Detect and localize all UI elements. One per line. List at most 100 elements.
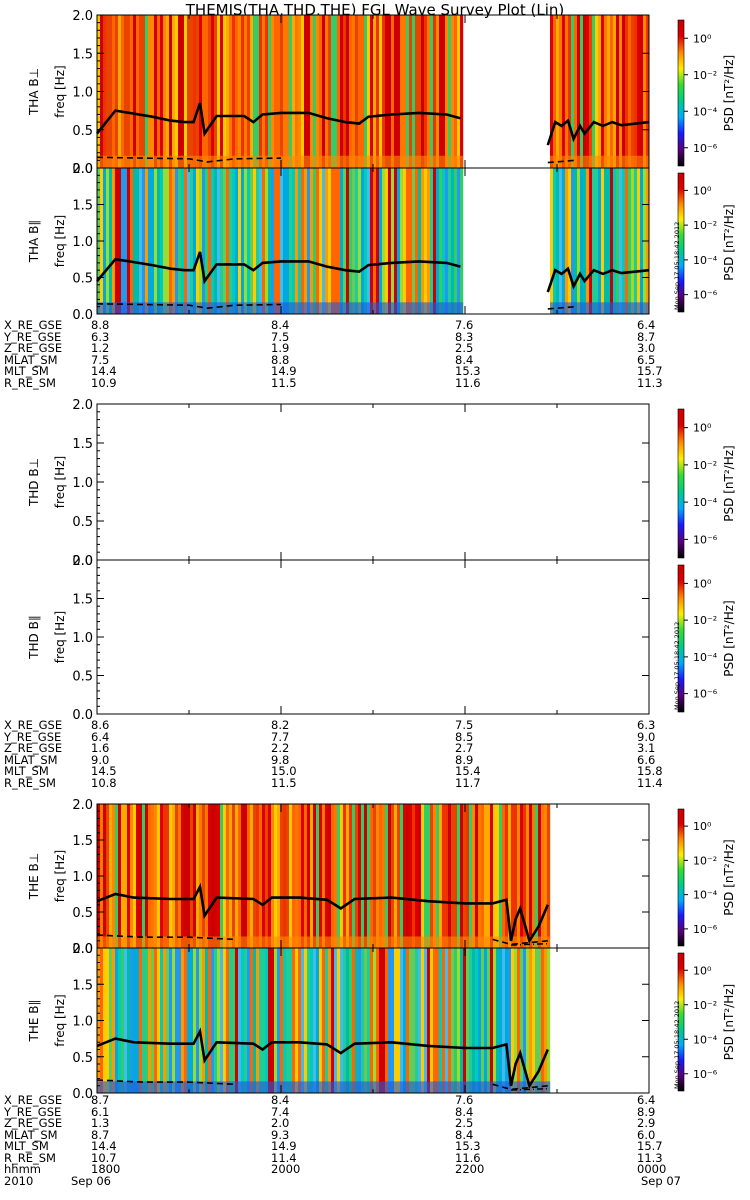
spectrogram-lowband [247, 1081, 251, 1093]
spectrogram-column [490, 804, 494, 948]
spectrogram-cells [97, 948, 551, 1093]
spectrogram-column [442, 948, 446, 1093]
spectrogram-column [433, 948, 437, 1093]
spectrogram-column [244, 168, 248, 314]
spectrogram-column [595, 15, 599, 168]
spectrogram-column [604, 15, 608, 168]
spectrogram-lowband [232, 302, 236, 314]
spectrogram-lowband [346, 1081, 350, 1093]
spectrogram-column [184, 948, 188, 1093]
spectrogram-lowband [619, 155, 623, 168]
spectrogram-column [211, 168, 215, 314]
spectrogram-column [118, 804, 122, 948]
spectrogram-column [424, 168, 428, 314]
ephemeris-value: 15.0 [271, 764, 297, 778]
spectrogram-lowband [154, 155, 158, 168]
spectrogram-lowband [310, 1081, 314, 1093]
spectrogram-lowband [226, 936, 230, 948]
spectrogram-column [304, 948, 308, 1093]
ephemeris-value: 8.8 [271, 352, 290, 367]
spectrogram-column [319, 15, 323, 168]
spectrogram-lowband [178, 155, 182, 168]
spectrogram-column [478, 948, 482, 1093]
spectrogram-column [562, 15, 566, 168]
spectrogram-lowband [472, 1081, 476, 1093]
spectrogram-column [250, 804, 254, 948]
spectrogram-lowband [124, 302, 128, 314]
spectrogram-lowband [421, 936, 425, 948]
spectrogram-lowband [283, 155, 287, 168]
ephemeris-label: X_RE_GSE [4, 318, 63, 332]
spectrogram-lowband [199, 155, 203, 168]
spectrogram-column [481, 948, 485, 1093]
spectrogram-column [112, 804, 116, 948]
spectrogram-lowband [196, 936, 200, 948]
spectrogram-lowband [457, 1081, 461, 1093]
spectrogram-lowband [613, 302, 617, 314]
spectrogram-column [352, 948, 356, 1093]
ephemeris-value: 10.7 [91, 1150, 117, 1165]
spectrogram-column [640, 168, 644, 314]
spectrogram-column [181, 948, 185, 1093]
ephemeris-value: 3.1 [637, 741, 656, 755]
spectrogram-column [208, 948, 212, 1093]
spectrogram-column [298, 168, 302, 314]
spectrogram-lowband [151, 936, 155, 948]
spectrogram-lowband [244, 302, 248, 314]
spectrogram-lowband [595, 155, 599, 168]
spectrogram-column [385, 15, 389, 168]
colorbar-tick-label: 10⁻⁴ [693, 496, 718, 509]
spectrogram-lowband [325, 302, 329, 314]
oxygen-gyrofrequency-line [510, 1088, 548, 1091]
ephemeris-value: 11.3 [637, 1150, 663, 1165]
spectrogram-column [475, 948, 479, 1093]
spectrogram-lowband [607, 302, 611, 314]
spectrogram-column [208, 168, 212, 314]
spectrogram-lowband [400, 936, 404, 948]
spectrogram-column [184, 804, 188, 948]
spectrogram-panel-1: 0.0 0.5 1.0 1.5 2.0 THA B∥ freq [Hz] 10⁰ 10⁻² 10⁻… [27, 162, 736, 323]
spectrogram-column [151, 168, 155, 314]
spectrogram-column [391, 948, 395, 1093]
spectrogram-lowband [169, 302, 173, 314]
ephemeris-value: 14.4 [91, 1139, 117, 1153]
helium-gyrofrequency-line [492, 938, 548, 946]
spectrogram-lowband [298, 936, 302, 948]
spectrogram-lowband [325, 155, 329, 168]
spectrogram-column [286, 168, 290, 314]
spectrogram-lowband [298, 302, 302, 314]
ephemeris-value: 2.5 [455, 1116, 474, 1130]
spectrogram-column [367, 168, 371, 314]
colorbar-tick-label: 10⁻² [693, 69, 717, 82]
colorbar-tick-label: 10⁻⁶ [693, 142, 718, 155]
spectrogram-lowband [400, 302, 404, 314]
colorbar-label: PSD [nT²/Hz] [722, 839, 736, 915]
spectrogram-column [556, 15, 560, 168]
spectrogram-lowband [319, 155, 323, 168]
spectrogram-column [316, 948, 320, 1093]
spectrogram-lowband [112, 302, 116, 314]
spectrogram-column [169, 15, 173, 168]
spectrogram-lowband [253, 1081, 257, 1093]
spectrogram-column [412, 15, 416, 168]
spectrogram-column [526, 948, 530, 1093]
y-tick-label: 0.5 [72, 124, 93, 139]
y-tick-label: 1.5 [72, 834, 93, 849]
spectrogram-column [337, 948, 341, 1093]
spectrogram-column [106, 804, 110, 948]
spectrogram-cells [97, 168, 650, 314]
ephemeris-value: 1800 [91, 1162, 121, 1176]
spectrogram-column [214, 948, 218, 1093]
spectrogram-lowband [100, 1081, 104, 1093]
spectrogram-column [409, 15, 413, 168]
spectrogram-column [181, 804, 185, 948]
spectrogram-column [247, 168, 251, 314]
spectrogram-cells [97, 15, 650, 168]
spectrogram-lowband [451, 155, 455, 168]
spectrogram-column [421, 15, 425, 168]
spectrogram-lowband [544, 936, 548, 948]
ephemeris-value: 2000 [271, 1162, 301, 1176]
spectrogram-lowband [226, 302, 230, 314]
spectrogram-lowband [547, 936, 551, 948]
spectrogram-column [358, 168, 362, 314]
